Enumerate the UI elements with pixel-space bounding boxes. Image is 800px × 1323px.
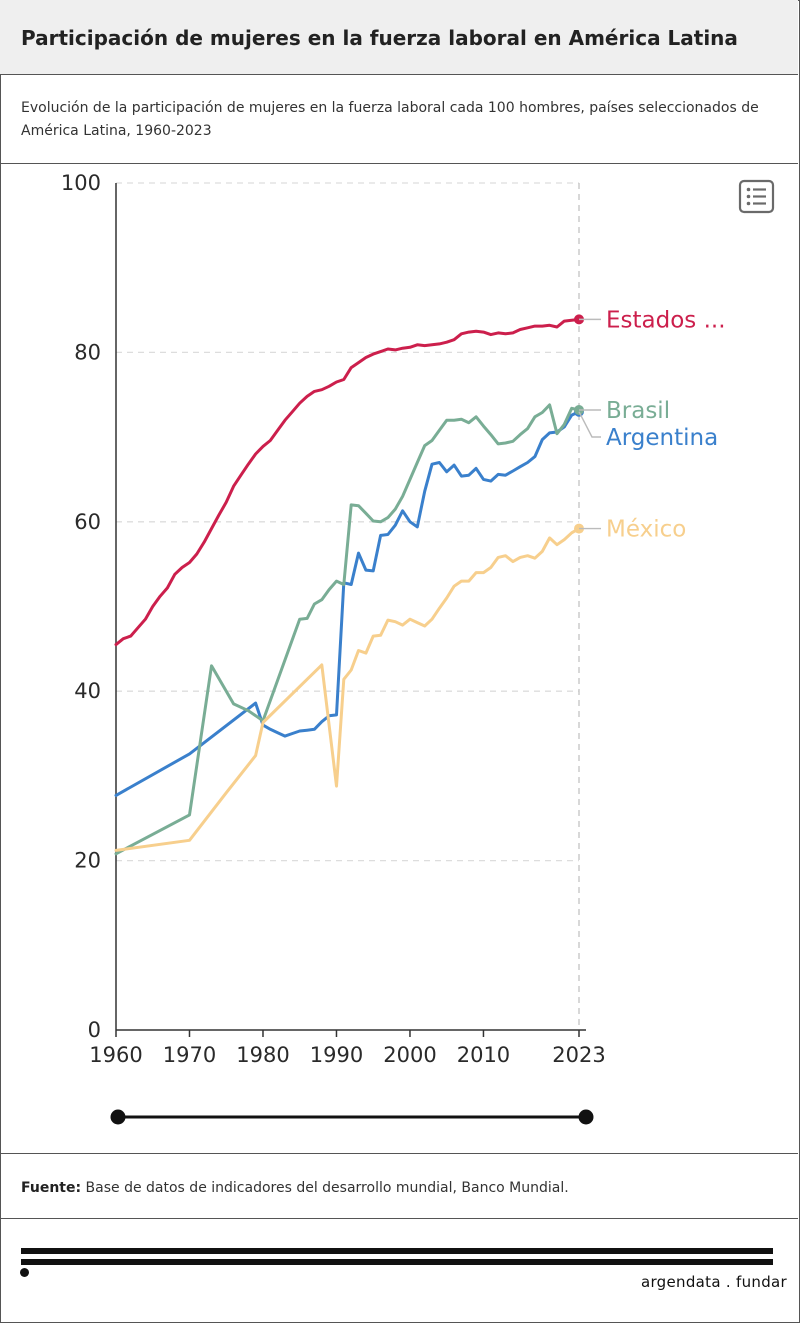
header: Participación de mujeres en la fuerza la…: [0, 0, 798, 75]
x-tick-label: 2023: [552, 1043, 605, 1067]
x-tick-label: 2000: [383, 1043, 436, 1067]
y-tick-label: 20: [74, 849, 101, 873]
logo-dot: [20, 1268, 29, 1277]
chart-area: 0 20 40 60 80 100 1960 1970 1980 1990 2000 2010 2023…: [0, 164, 798, 1154]
series-label: Argentina: [606, 425, 718, 451]
y-tick-label: 80: [74, 340, 101, 364]
series-label: México: [606, 517, 686, 543]
x-tick-label: 1960: [89, 1043, 142, 1067]
x-tick-label: 1970: [163, 1043, 216, 1067]
range-handle-start[interactable]: [110, 1109, 126, 1125]
source-note: Fuente: Base de datos de indicadores del…: [21, 1180, 569, 1196]
series-label: Estados ...: [606, 307, 726, 333]
source-label: Fuente:: [21, 1180, 82, 1196]
label-leader: [578, 411, 601, 438]
year-range-slider[interactable]: [110, 1109, 594, 1125]
divider: [0, 1153, 798, 1154]
list-icon[interactable]: [738, 179, 775, 214]
series-line: [114, 317, 581, 647]
series-label: Brasil: [606, 398, 670, 424]
logo-stripe: [21, 1248, 773, 1254]
source-text: Base de datos de indicadores del desarro…: [85, 1180, 569, 1196]
y-tick-label: 100: [61, 171, 101, 195]
brand-name: argendata . fundar: [640, 1273, 787, 1291]
page-title: Participación de mujeres en la fuerza la…: [21, 26, 738, 50]
series-line: [114, 403, 581, 856]
series-line: [114, 410, 581, 797]
x-tick-label: 1990: [310, 1043, 363, 1067]
divider: [0, 163, 798, 164]
y-tick-label: 60: [74, 510, 101, 534]
x-tick-label: 1980: [236, 1043, 289, 1067]
logo-stripe: [21, 1259, 773, 1265]
divider: [0, 1218, 798, 1219]
y-tick-label: 0: [88, 1018, 101, 1042]
x-tick-label: 2010: [457, 1043, 510, 1067]
y-tick-label: 40: [74, 679, 101, 703]
range-handle-end[interactable]: [578, 1109, 594, 1125]
chart-subtitle: Evolución de la participación de mujeres…: [21, 100, 759, 139]
line-chart: 0 20 40 60 80 100 1960 1970 1980 1990 2000 2010 2023…: [61, 171, 775, 1125]
series-line: [114, 527, 581, 852]
